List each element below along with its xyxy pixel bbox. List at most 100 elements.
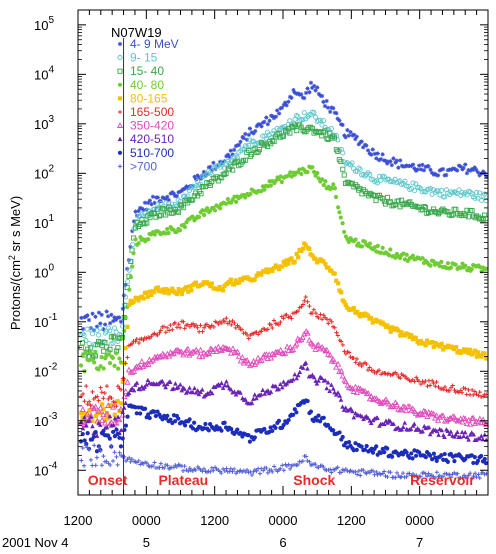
data-point: [148, 358, 155, 365]
data-point: [269, 113, 274, 118]
data-point: [321, 464, 326, 470]
data-point: [220, 385, 226, 390]
data-point: [270, 325, 275, 331]
data-point: [343, 405, 348, 410]
data-point: [299, 334, 306, 340]
data-point: [432, 171, 437, 176]
data-point: [96, 398, 101, 403]
data-point: [268, 354, 275, 361]
data-point: [433, 475, 438, 481]
data-point: [110, 458, 116, 464]
data-point: [354, 356, 360, 362]
data-point: [273, 425, 278, 430]
data-point: [335, 148, 341, 154]
data-point: [88, 414, 94, 419]
data-point: [377, 158, 382, 163]
data-point: [112, 335, 118, 341]
data-point: [324, 317, 330, 322]
data-point: [145, 361, 152, 367]
data-point: [436, 432, 441, 437]
data-point: [243, 357, 251, 363]
data-point: [389, 325, 395, 330]
data-point: [110, 340, 116, 346]
data-point: [340, 342, 345, 347]
data-point: [292, 90, 297, 95]
data-point: [441, 387, 446, 392]
data-point: [206, 428, 211, 433]
data-point: [250, 138, 256, 144]
data-point: [150, 194, 156, 199]
data-point: [166, 204, 172, 210]
data-point: [208, 164, 213, 170]
data-point: [340, 122, 345, 128]
data-point: [338, 367, 345, 374]
data-point: [391, 421, 396, 426]
data-point: [167, 328, 172, 333]
data-point: [112, 363, 117, 369]
data-point: [247, 439, 253, 444]
data-point: [476, 415, 483, 422]
data-point: [173, 381, 178, 386]
data-point: [346, 239, 351, 244]
data-point: [239, 278, 245, 283]
data-point: [474, 475, 479, 480]
data-point: [144, 461, 149, 466]
data-point: [353, 182, 359, 188]
data-point: [381, 421, 387, 427]
data-point: [409, 405, 416, 412]
data-point: [364, 443, 369, 449]
data-point: [370, 147, 375, 152]
data-point: [410, 180, 416, 186]
data-point: [90, 331, 96, 337]
data-point: [399, 427, 405, 432]
data-point: [299, 304, 304, 309]
data-point: [133, 405, 138, 410]
data-point: [276, 322, 281, 327]
data-point: [202, 351, 209, 358]
data-point: [477, 216, 483, 222]
data-point: [123, 400, 129, 405]
data-point: [103, 417, 108, 422]
data-point: [160, 378, 165, 384]
data-point: [208, 325, 213, 330]
data-point: [229, 345, 236, 352]
data-point: [353, 360, 358, 365]
data-point: [354, 134, 359, 139]
data-point: [439, 167, 444, 172]
data-point: [166, 291, 171, 296]
data-point: [441, 347, 446, 352]
data-point: [107, 413, 113, 419]
data-point: [186, 351, 193, 358]
data-point: [179, 387, 185, 393]
data-point: [458, 388, 463, 393]
data-point: [412, 187, 418, 193]
data-point: [386, 325, 391, 330]
data-point: [132, 225, 139, 231]
data-point: [234, 199, 239, 204]
data-point: [354, 447, 359, 453]
data-point: [90, 418, 95, 423]
data-point: [451, 166, 457, 171]
data-point: [219, 175, 225, 181]
data-point: [134, 380, 140, 385]
data-point: [426, 471, 431, 476]
data-point: [422, 205, 429, 211]
data-point: [385, 474, 390, 480]
data-point: [160, 195, 165, 200]
data-point: [120, 336, 125, 341]
data-point: [109, 443, 114, 449]
data-point: [261, 468, 266, 473]
data-point: [190, 389, 196, 395]
data-point: [257, 471, 263, 476]
data-point: [303, 454, 309, 459]
data-point: [391, 179, 397, 185]
data-point: [353, 168, 359, 174]
data-point: [181, 349, 188, 356]
data-point: [292, 371, 298, 377]
data-point: [440, 166, 446, 172]
data-point: [431, 259, 436, 264]
data-point: [340, 404, 345, 409]
data-point: [461, 191, 467, 197]
data-point: [358, 473, 363, 478]
data-point: [186, 469, 191, 474]
